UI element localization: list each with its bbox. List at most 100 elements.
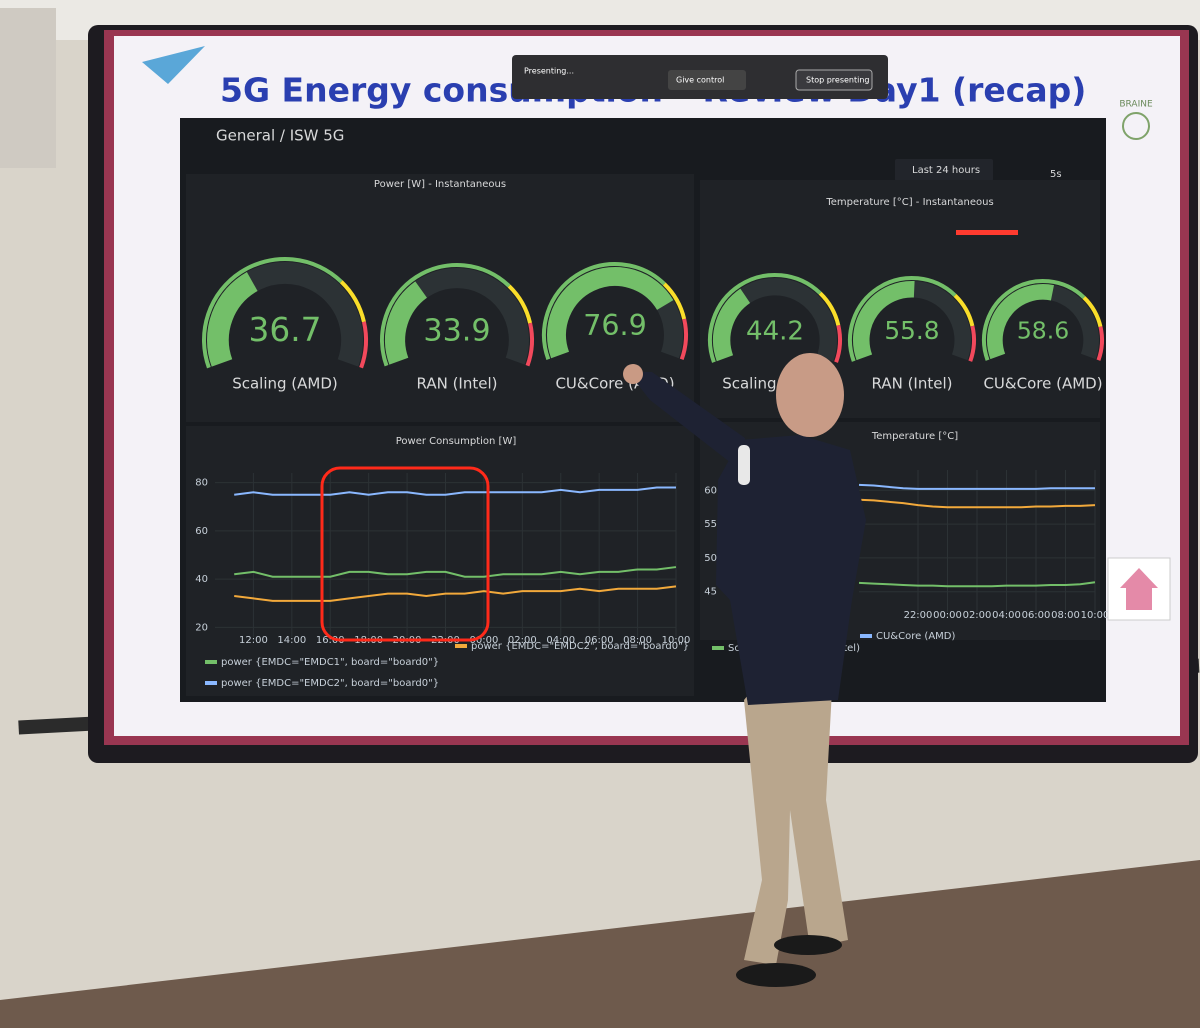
series-line bbox=[858, 498, 1096, 509]
panel bbox=[186, 426, 694, 696]
presenter-shoe bbox=[736, 963, 816, 987]
x-tick-label: 10:00 bbox=[1081, 610, 1110, 621]
y-tick-label: 80 bbox=[195, 478, 208, 489]
gauge-threshold bbox=[834, 324, 842, 363]
x-tick-label: 00:00 bbox=[470, 635, 499, 646]
stop-button[interactable] bbox=[795, 69, 873, 91]
refresh-interval: 5s bbox=[1050, 169, 1062, 180]
series-line bbox=[858, 483, 1095, 490]
gauge-value: 76.9 bbox=[583, 308, 647, 342]
microphone bbox=[738, 445, 750, 485]
gauge-label: CU&Core (AMD) bbox=[983, 375, 1102, 393]
gauge-threshold bbox=[202, 257, 343, 369]
logo-text: BRAINE bbox=[1119, 100, 1153, 110]
series-line bbox=[858, 581, 1096, 588]
x-tick-label: 02:00 bbox=[963, 610, 992, 621]
x-tick-label: 12:00 bbox=[239, 635, 268, 646]
give-control-label: Give control bbox=[676, 76, 724, 85]
gauge-threshold bbox=[662, 282, 687, 320]
logo-icon bbox=[1122, 112, 1150, 140]
meeting-status: Presenting... bbox=[524, 67, 574, 76]
gauge-value: 58.6 bbox=[1017, 317, 1069, 345]
panel-title: Power Consumption [W] bbox=[396, 436, 517, 447]
speaker bbox=[0, 8, 56, 168]
y-tick-label: 60 bbox=[704, 485, 717, 496]
legend-label: CU&Core (AMD) bbox=[876, 631, 955, 642]
x-tick-label: 06:00 bbox=[1022, 610, 1051, 621]
x-tick-label: 00:00 bbox=[933, 610, 962, 621]
y-tick-label: 50 bbox=[704, 553, 717, 564]
presenter-arm bbox=[628, 372, 745, 470]
y-tick-label: 45 bbox=[704, 587, 717, 598]
y-tick-label: 55 bbox=[704, 519, 717, 530]
gauge-threshold bbox=[1096, 326, 1104, 361]
alert-bar bbox=[956, 230, 1018, 235]
gauge-value: 33.9 bbox=[423, 314, 490, 349]
legend-label: power {EMDC="EMDC2", board="board0"} bbox=[471, 641, 689, 652]
gauge-threshold bbox=[525, 322, 534, 367]
x-tick-label: 22:00 bbox=[904, 610, 933, 621]
gauge-value-arc bbox=[207, 271, 258, 367]
gauge-threshold bbox=[848, 276, 957, 362]
gauge-value: 36.7 bbox=[249, 311, 322, 349]
breadcrumb: General / ISW 5G bbox=[216, 127, 344, 145]
x-tick-label: 16:00 bbox=[316, 635, 345, 646]
gauge-value-arc bbox=[713, 288, 751, 362]
gauge-label: RAN (Intel) bbox=[417, 375, 498, 393]
series-line bbox=[234, 585, 677, 602]
gauge-value-arc bbox=[385, 281, 428, 365]
presenter-head bbox=[776, 353, 844, 437]
gauge-threshold bbox=[679, 318, 688, 360]
panel-title: Power [W] - Instantaneous bbox=[374, 179, 506, 190]
gauge-value-arc bbox=[853, 281, 915, 361]
x-tick-label: 06:00 bbox=[585, 635, 614, 646]
gauge-threshold bbox=[982, 279, 1086, 361]
presenter-hand bbox=[623, 364, 643, 384]
legend-label: power {EMDC="EMDC2", board="board0"} bbox=[221, 678, 439, 689]
x-tick-label: 08:00 bbox=[1051, 610, 1080, 621]
gauge-value: 55.8 bbox=[884, 316, 939, 345]
x-tick-label: 04:00 bbox=[992, 610, 1021, 621]
stop-label: Stop presenting bbox=[806, 76, 870, 85]
y-tick-label: 20 bbox=[195, 622, 208, 633]
gauge-threshold bbox=[380, 263, 511, 367]
gauge-threshold bbox=[507, 284, 533, 324]
series-line bbox=[234, 566, 677, 578]
panel-title: Temperature [°C] bbox=[871, 431, 958, 442]
gauge-threshold bbox=[359, 321, 368, 369]
gauge-threshold bbox=[953, 293, 975, 327]
time-range: Last 24 hours bbox=[912, 165, 980, 176]
x-tick-label: 14:00 bbox=[277, 635, 306, 646]
series-line bbox=[234, 486, 676, 496]
slide-logo bbox=[142, 46, 205, 84]
time-picker[interactable] bbox=[895, 159, 993, 181]
panel-title: Temperature [°C] - Instantaneous bbox=[825, 197, 993, 208]
gauge-threshold bbox=[339, 280, 366, 323]
gauge-threshold bbox=[1082, 296, 1103, 328]
floor bbox=[0, 860, 1200, 1028]
give-control-button[interactable] bbox=[668, 70, 746, 90]
panel bbox=[186, 174, 694, 422]
home-icon bbox=[1120, 568, 1158, 610]
presenter-legs bbox=[744, 690, 848, 965]
y-tick-label: 60 bbox=[195, 526, 208, 537]
gauge-label: RAN (Intel) bbox=[872, 375, 953, 393]
presenter bbox=[623, 353, 866, 987]
x-tick-label: 10:00 bbox=[662, 635, 691, 646]
presenter-body bbox=[716, 435, 866, 705]
gauge-threshold bbox=[818, 291, 841, 326]
x-tick-label: 02:00 bbox=[508, 635, 537, 646]
x-tick-label: 04:00 bbox=[546, 635, 575, 646]
gauge-threshold bbox=[968, 325, 976, 362]
legend-label: power {EMDC="EMDC1", board="board0"} bbox=[221, 657, 439, 668]
gauge-value-arc bbox=[547, 267, 674, 359]
gauge-value-arc bbox=[987, 284, 1054, 360]
presenter-shoe bbox=[774, 935, 842, 955]
gauge-threshold bbox=[542, 262, 666, 360]
gauge-threshold bbox=[708, 273, 822, 363]
x-tick-label: 08:00 bbox=[623, 635, 652, 646]
gauge-value: 44.2 bbox=[746, 317, 804, 347]
highlight-box bbox=[320, 466, 490, 642]
y-tick-label: 40 bbox=[195, 574, 208, 585]
